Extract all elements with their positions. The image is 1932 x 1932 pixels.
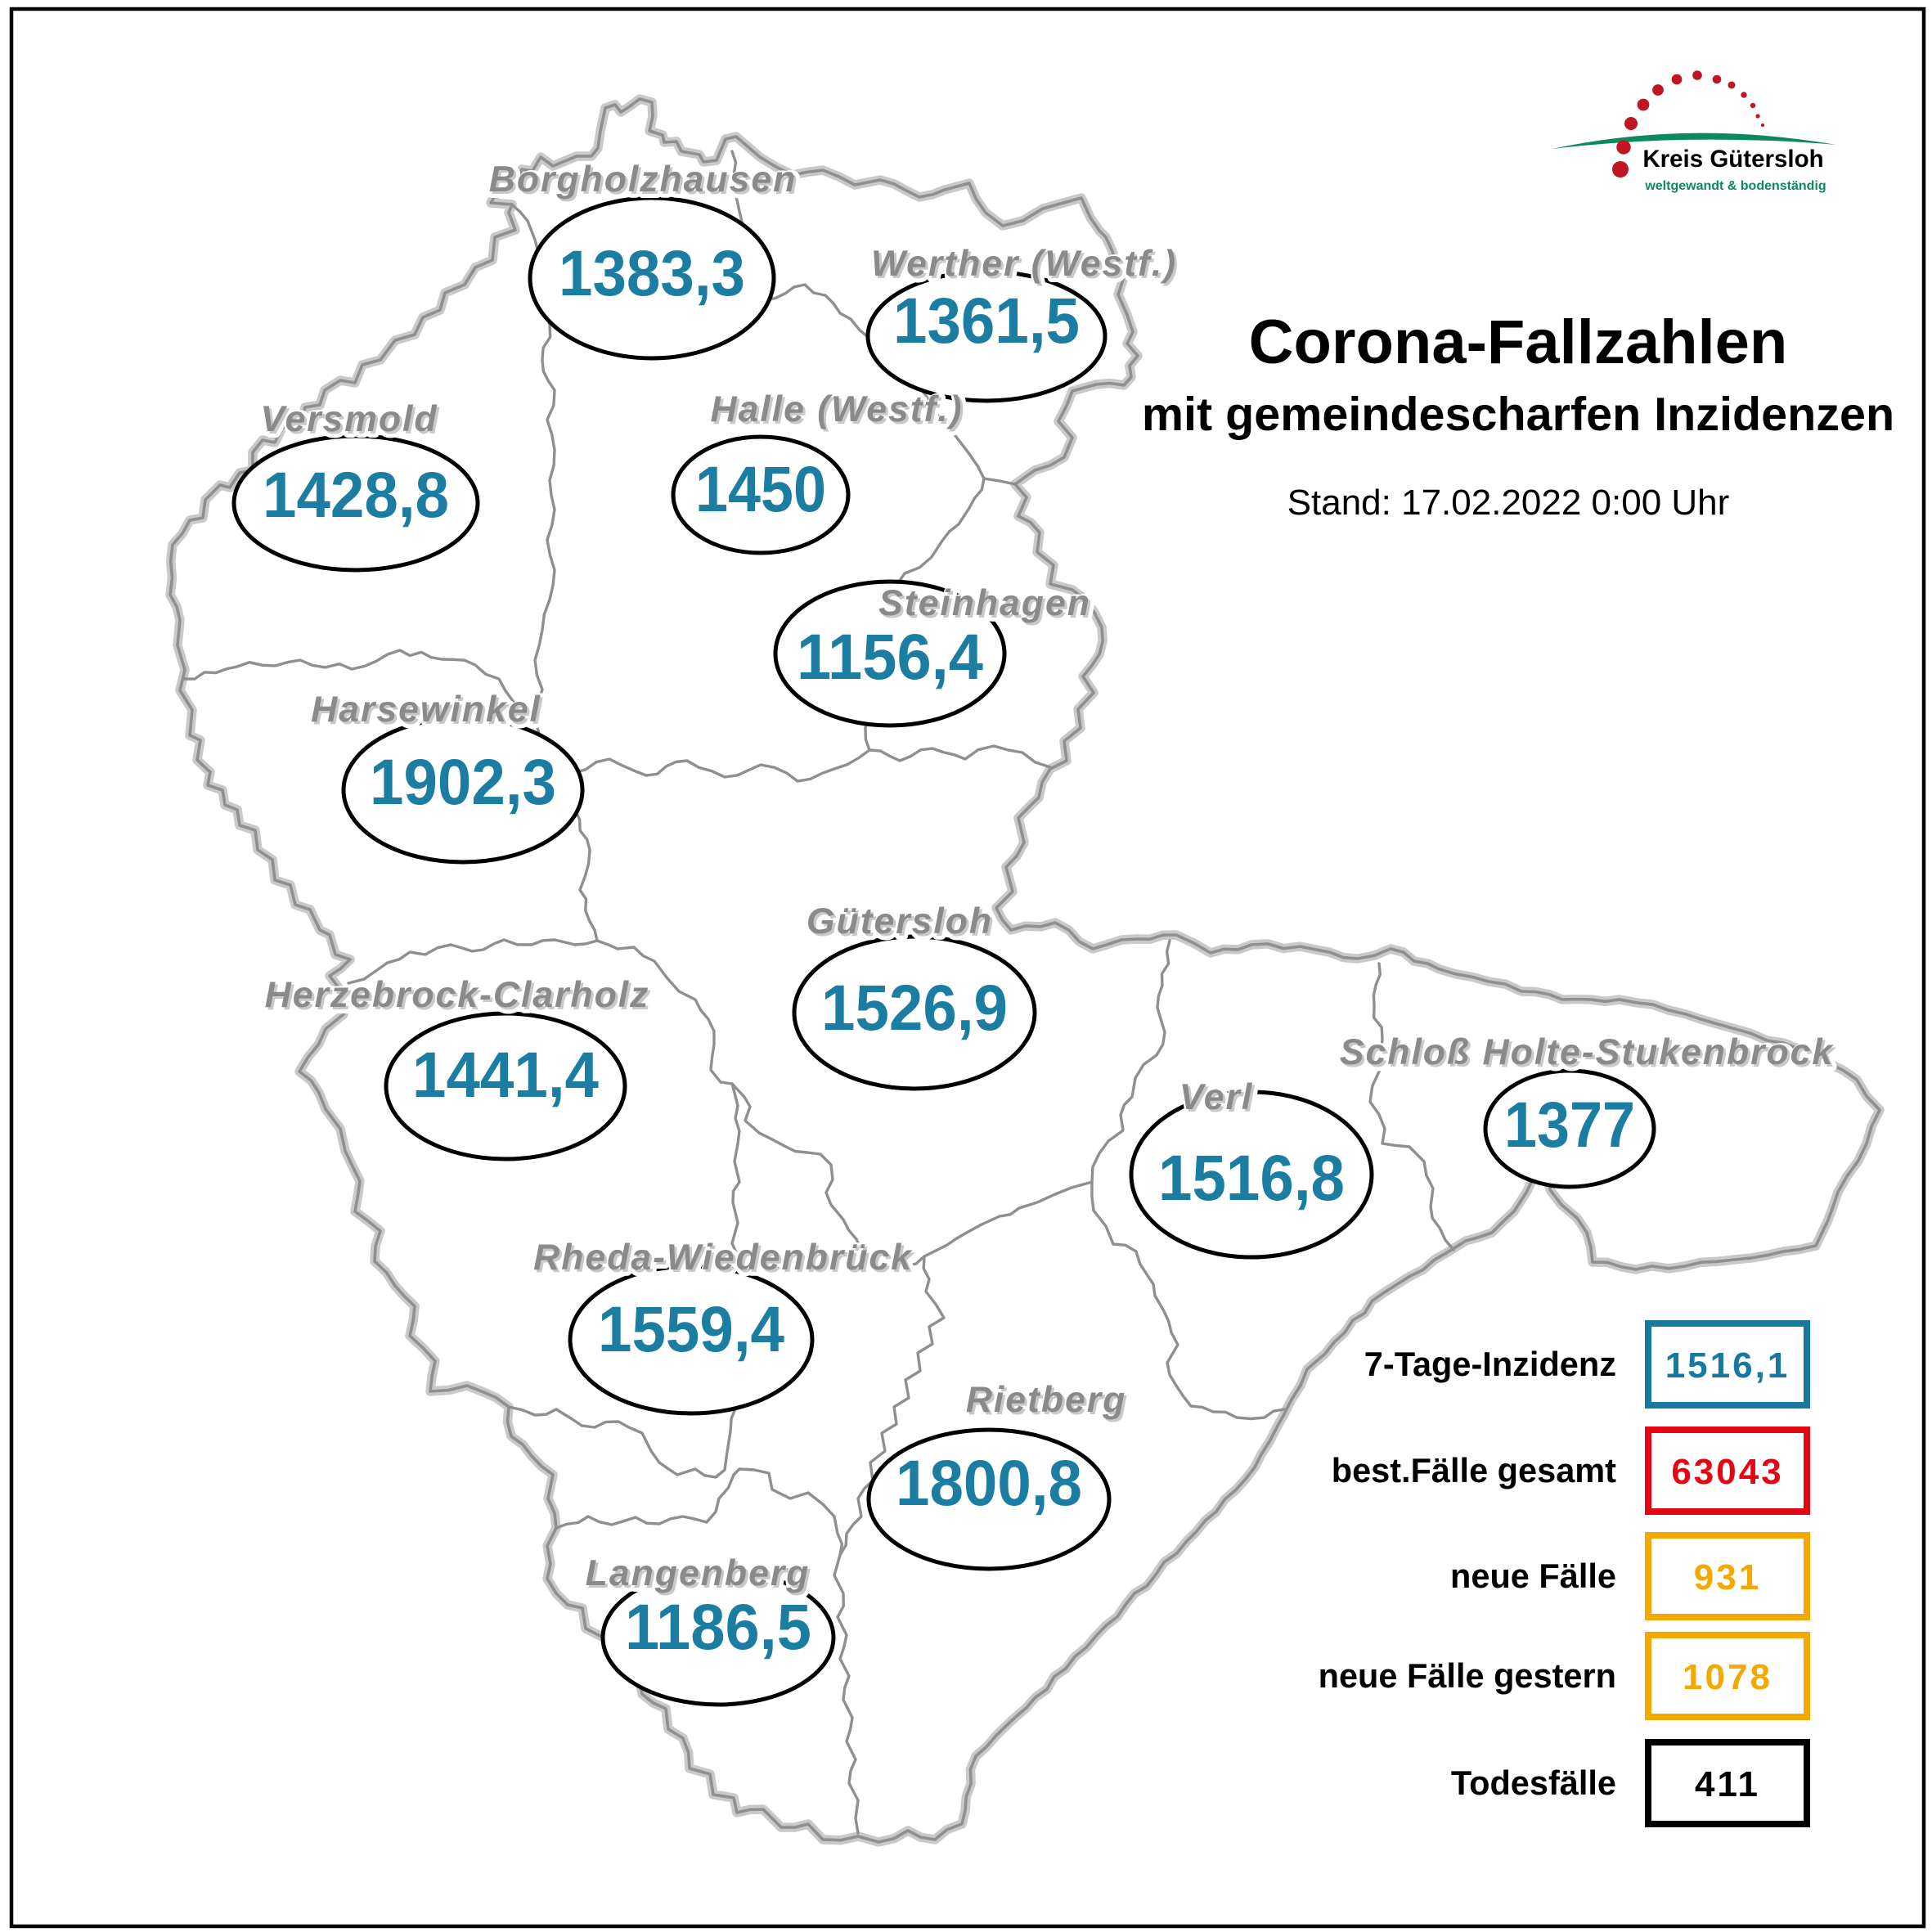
svg-text:Herzebrock-Clarholz: Herzebrock-Clarholz <box>267 977 653 1018</box>
svg-text:1559,4: 1559,4 <box>598 1292 784 1365</box>
svg-text:Steinhagen: Steinhagen <box>881 586 1094 626</box>
svg-text:1450: 1450 <box>695 452 826 525</box>
svg-text:Herzebrock-Clarholz: Herzebrock-Clarholz <box>267 977 653 1018</box>
svg-text:1526,9: 1526,9 <box>821 971 1008 1044</box>
svg-text:Schloß Holte-Stukenbrock: Schloß Holte-Stukenbrock <box>1342 1035 1837 1075</box>
svg-text:1361,5: 1361,5 <box>893 284 1080 357</box>
svg-text:Schloß Holte-Stukenbrock: Schloß Holte-Stukenbrock <box>1342 1035 1837 1075</box>
svg-text:Langenberg: Langenberg <box>588 1556 813 1596</box>
svg-text:Versmold: Versmold <box>263 402 440 442</box>
svg-text:best.Fälle gesamt: best.Fälle gesamt <box>1332 1451 1616 1489</box>
svg-text:7-Tage-Inzidenz: 7-Tage-Inzidenz <box>1364 1345 1616 1383</box>
svg-text:Verl: Verl <box>1182 1080 1256 1120</box>
svg-text:Harsewinkel: Harsewinkel <box>313 692 544 732</box>
svg-text:Rheda-Wiedenbrück: Rheda-Wiedenbrück <box>536 1240 915 1280</box>
svg-text:1377: 1377 <box>1504 1088 1635 1161</box>
svg-text:Versmold: Versmold <box>260 399 438 439</box>
svg-text:Borgholzhausen: Borgholzhausen <box>492 162 800 202</box>
svg-text:Rheda-Wiedenbrück: Rheda-Wiedenbrück <box>536 1240 915 1280</box>
svg-text:1186,5: 1186,5 <box>625 1590 811 1663</box>
svg-text:1800,8: 1800,8 <box>896 1446 1082 1519</box>
svg-text:Herzebrock-Clarholz: Herzebrock-Clarholz <box>265 975 650 1015</box>
svg-text:Corona-Fallzahlen: Corona-Fallzahlen <box>1249 308 1788 377</box>
svg-text:Rietberg: Rietberg <box>968 1382 1130 1422</box>
svg-text:Langenberg: Langenberg <box>586 1553 811 1593</box>
svg-text:Werther (Westf.): Werther (Westf.) <box>874 246 1179 286</box>
svg-text:63043: 63043 <box>1671 1452 1783 1492</box>
svg-text:Langenberg: Langenberg <box>588 1556 813 1596</box>
svg-text:1428,8: 1428,8 <box>263 458 449 531</box>
svg-text:Halle (Westf.): Halle (Westf.) <box>712 392 965 432</box>
svg-text:1156,4: 1156,4 <box>797 620 983 693</box>
svg-text:Werther (Westf.): Werther (Westf.) <box>874 246 1179 286</box>
svg-text:Stand: 17.02.2022 0:00 Uhr: Stand: 17.02.2022 0:00 Uhr <box>1287 483 1730 523</box>
svg-text:1516,1: 1516,1 <box>1665 1346 1790 1386</box>
svg-text:Versmold: Versmold <box>263 402 440 442</box>
svg-text:Kreis Gütersloh: Kreis Gütersloh <box>1642 146 1823 173</box>
svg-text:Rietberg: Rietberg <box>968 1382 1130 1422</box>
svg-text:neue Fälle: neue Fälle <box>1450 1557 1616 1595</box>
svg-text:mit gemeindescharfen Inzidenze: mit gemeindescharfen Inzidenzen <box>1142 389 1894 441</box>
svg-text:1383,3: 1383,3 <box>559 236 745 309</box>
svg-text:weltgewandt & bodenständig: weltgewandt & bodenständig <box>1644 179 1826 193</box>
svg-text:411: 411 <box>1695 1764 1760 1804</box>
svg-text:neue Fälle gestern: neue Fälle gestern <box>1319 1656 1616 1695</box>
svg-text:Verl: Verl <box>1179 1077 1253 1117</box>
svg-text:Gütersloh: Gütersloh <box>809 904 995 944</box>
svg-text:Borgholzhausen: Borgholzhausen <box>489 160 798 200</box>
svg-text:Halle (Westf.): Halle (Westf.) <box>710 389 963 429</box>
svg-text:Steinhagen: Steinhagen <box>878 583 1091 623</box>
svg-text:Werther (Westf.): Werther (Westf.) <box>871 244 1177 284</box>
svg-text:1516,8: 1516,8 <box>1158 1141 1345 1214</box>
svg-text:Harsewinkel: Harsewinkel <box>313 692 544 732</box>
svg-text:Gütersloh: Gütersloh <box>806 901 993 941</box>
svg-text:Schloß Holte-Stukenbrock: Schloß Holte-Stukenbrock <box>1340 1032 1835 1072</box>
svg-text:1902,3: 1902,3 <box>370 745 556 818</box>
svg-text:Steinhagen: Steinhagen <box>881 586 1094 626</box>
svg-text:931: 931 <box>1694 1557 1761 1597</box>
svg-text:Rheda-Wiedenbrück: Rheda-Wiedenbrück <box>533 1238 913 1278</box>
svg-text:Gütersloh: Gütersloh <box>809 904 995 944</box>
svg-text:1441,4: 1441,4 <box>412 1038 599 1111</box>
svg-text:Rietberg: Rietberg <box>966 1380 1127 1420</box>
svg-text:1078: 1078 <box>1683 1657 1772 1697</box>
svg-text:Verl: Verl <box>1182 1080 1256 1120</box>
svg-text:Borgholzhausen: Borgholzhausen <box>492 162 800 202</box>
svg-text:Halle (Westf.): Halle (Westf.) <box>712 392 965 432</box>
svg-text:Todesfälle: Todesfälle <box>1451 1764 1616 1802</box>
svg-text:Harsewinkel: Harsewinkel <box>311 690 541 730</box>
